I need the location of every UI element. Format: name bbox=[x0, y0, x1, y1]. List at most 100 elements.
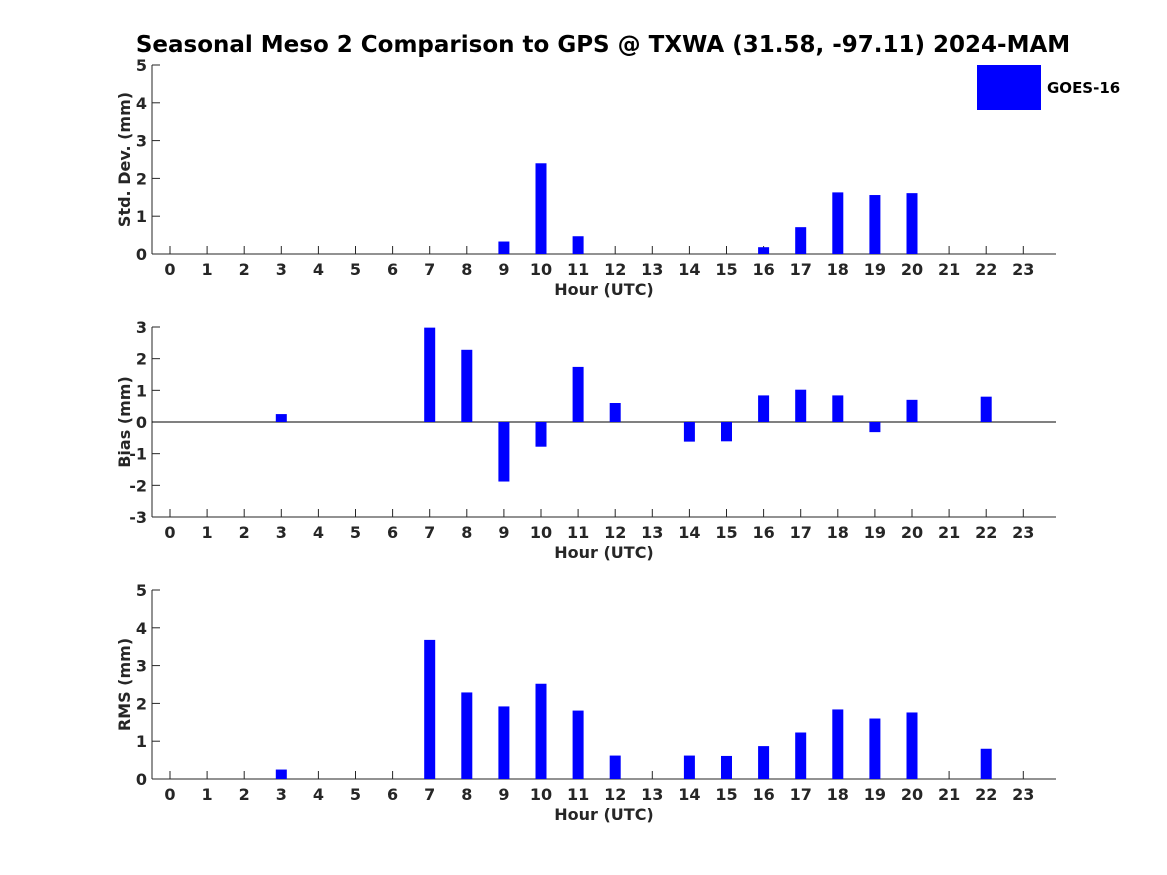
x-tick-label: 5 bbox=[350, 785, 361, 804]
x-tick-label: 0 bbox=[164, 785, 175, 804]
x-tick-label: 9 bbox=[498, 785, 509, 804]
y-tick-label: 2 bbox=[136, 694, 147, 713]
bar-hour-20 bbox=[906, 193, 918, 254]
x-tick-label: 23 bbox=[1012, 260, 1034, 279]
bar-hour-20 bbox=[906, 712, 918, 779]
legend: GOES-16 bbox=[977, 65, 1120, 110]
x-tick-label: 18 bbox=[827, 260, 849, 279]
x-tick-label: 1 bbox=[202, 260, 213, 279]
x-tick-label: 9 bbox=[498, 523, 509, 542]
x-tick-label: 4 bbox=[313, 260, 324, 279]
x-tick-label: 15 bbox=[715, 785, 737, 804]
x-tick-label: 12 bbox=[604, 260, 626, 279]
bar-hour-11 bbox=[572, 236, 584, 254]
x-tick-label: 18 bbox=[827, 523, 849, 542]
bar-hour-16 bbox=[758, 746, 770, 779]
x-tick-label: 16 bbox=[752, 260, 774, 279]
x-tick-label: 15 bbox=[715, 260, 737, 279]
x-tick-label: 8 bbox=[461, 785, 472, 804]
bar-hour-11 bbox=[572, 710, 584, 779]
x-tick-label: 8 bbox=[461, 523, 472, 542]
y-tick-label: 3 bbox=[136, 657, 147, 676]
y-tick-label: 3 bbox=[136, 318, 147, 337]
x-tick-label: 23 bbox=[1012, 523, 1034, 542]
x-axis-label: Hour (UTC) bbox=[554, 280, 654, 299]
x-tick-label: 20 bbox=[901, 523, 923, 542]
x-tick-label: 16 bbox=[752, 785, 774, 804]
y-tick-label: 5 bbox=[136, 56, 147, 75]
bar-hour-10 bbox=[535, 683, 547, 779]
x-tick-label: 0 bbox=[164, 260, 175, 279]
bar-hour-15 bbox=[721, 755, 732, 779]
x-tick-label: 10 bbox=[530, 523, 552, 542]
legend-label: GOES-16 bbox=[1047, 79, 1120, 97]
x-tick-label: 21 bbox=[938, 785, 960, 804]
x-tick-label: 12 bbox=[604, 785, 626, 804]
x-tick-label: 3 bbox=[276, 785, 287, 804]
x-tick-label: 19 bbox=[864, 523, 886, 542]
bar-hour-19 bbox=[869, 718, 881, 779]
x-tick-label: 3 bbox=[276, 260, 287, 279]
x-tick-label: 19 bbox=[864, 785, 886, 804]
x-tick-label: 21 bbox=[938, 523, 960, 542]
x-tick-label: 22 bbox=[975, 260, 997, 279]
bar-hour-18 bbox=[832, 709, 844, 779]
y-tick-label: 4 bbox=[136, 94, 147, 113]
y-tick-label: -1 bbox=[129, 445, 147, 464]
chart-title: Seasonal Meso 2 Comparison to GPS @ TXWA… bbox=[136, 32, 1070, 58]
bar-hour-22 bbox=[980, 396, 992, 422]
x-tick-label: 7 bbox=[424, 785, 435, 804]
y-tick-label: 0 bbox=[136, 413, 147, 432]
bar-hour-14 bbox=[683, 755, 695, 779]
bar-hour-17 bbox=[795, 227, 807, 254]
bar-hour-20 bbox=[906, 399, 918, 422]
x-tick-label: 14 bbox=[678, 523, 700, 542]
x-tick-label: 17 bbox=[790, 523, 812, 542]
x-tick-label: 1 bbox=[202, 523, 213, 542]
x-tick-label: 4 bbox=[313, 523, 324, 542]
x-tick-label: 17 bbox=[790, 260, 812, 279]
bar-hour-8 bbox=[461, 692, 473, 779]
x-tick-label: 10 bbox=[530, 785, 552, 804]
x-tick-label: 20 bbox=[901, 260, 923, 279]
bar-hour-16 bbox=[758, 247, 770, 254]
bar-hour-17 bbox=[795, 732, 807, 779]
x-axis-label: Hour (UTC) bbox=[554, 543, 654, 562]
bar-hour-10 bbox=[535, 163, 547, 254]
y-tick-label: 2 bbox=[136, 169, 147, 188]
y-axis-label: Std. Dev. (mm) bbox=[115, 92, 134, 227]
bar-hour-12 bbox=[609, 403, 621, 422]
x-tick-label: 12 bbox=[604, 523, 626, 542]
bar-hour-19 bbox=[869, 422, 881, 433]
bar-hour-14 bbox=[683, 422, 695, 442]
y-tick-label: 3 bbox=[136, 132, 147, 151]
y-tick-label: 2 bbox=[136, 350, 147, 369]
x-tick-label: 11 bbox=[567, 523, 589, 542]
x-tick-label: 2 bbox=[239, 523, 250, 542]
y-tick-label: 4 bbox=[136, 619, 147, 638]
x-tick-label: 8 bbox=[461, 260, 472, 279]
x-tick-label: 16 bbox=[752, 523, 774, 542]
x-tick-label: 0 bbox=[164, 523, 175, 542]
x-tick-label: 13 bbox=[641, 260, 663, 279]
y-tick-label: 1 bbox=[136, 207, 147, 226]
x-tick-label: 19 bbox=[864, 260, 886, 279]
y-tick-label: 1 bbox=[136, 732, 147, 751]
x-tick-label: 7 bbox=[424, 260, 435, 279]
x-tick-label: 7 bbox=[424, 523, 435, 542]
x-tick-label: 11 bbox=[567, 260, 589, 279]
y-tick-label: -2 bbox=[129, 476, 147, 495]
y-tick-label: 1 bbox=[136, 381, 147, 400]
bar-hour-10 bbox=[535, 422, 547, 447]
x-tick-label: 1 bbox=[202, 785, 213, 804]
x-tick-label: 5 bbox=[350, 523, 361, 542]
legend-swatch bbox=[977, 65, 1041, 110]
x-tick-label: 6 bbox=[387, 260, 398, 279]
bar-hour-12 bbox=[609, 755, 621, 779]
y-tick-label: -3 bbox=[129, 508, 147, 527]
x-tick-label: 5 bbox=[350, 260, 361, 279]
bar-hour-3 bbox=[275, 414, 287, 422]
